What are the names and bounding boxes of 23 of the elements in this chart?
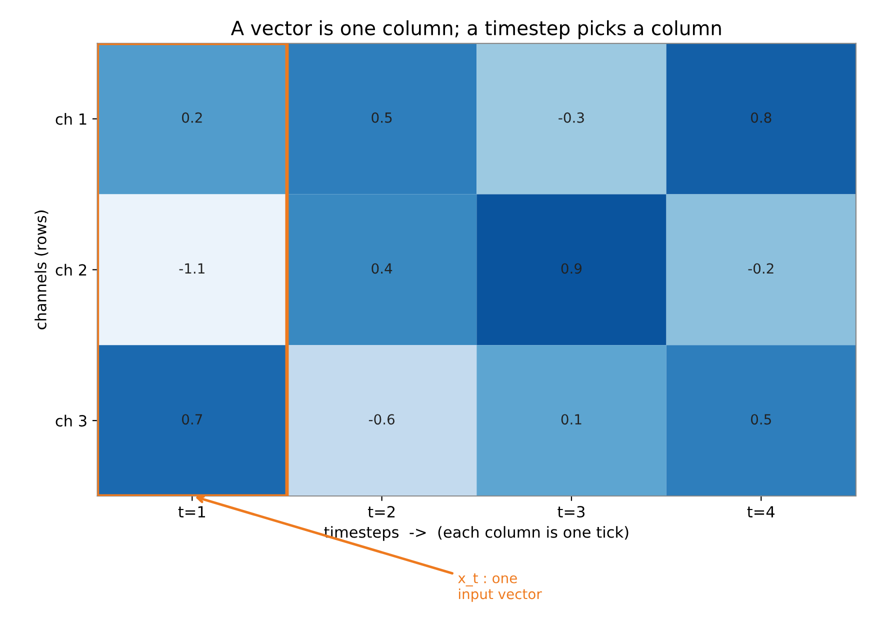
data-label: -0.3: [558, 112, 584, 123]
data-label: 0.8: [751, 112, 772, 123]
y-tick-label: ch 3: [56, 414, 86, 427]
x-axis-title: timesteps -> (each column is one tick): [324, 526, 628, 541]
data-label: 0.5: [372, 112, 392, 123]
data-label: 0.2: [182, 112, 202, 123]
y-tick-label: ch 2: [56, 264, 86, 276]
data-label: 0.5: [751, 414, 771, 425]
data-label: -0.2: [748, 263, 774, 274]
data-label: 0.1: [561, 414, 582, 425]
x-tick-label: t=4: [747, 506, 775, 518]
text: x_t : one input vector: [458, 573, 542, 602]
x-tick-label: t=2: [368, 506, 395, 518]
y-axis-title: channels (rows): [34, 210, 48, 330]
x-tick-label: t=1: [178, 506, 206, 518]
chart-title: A vector is one column; a timestep picks a column: [230, 20, 721, 40]
data-label: 0.4: [372, 263, 392, 274]
x-tick-label: t=3: [558, 506, 585, 518]
data-label: 0.9: [561, 263, 582, 274]
data-label: -1.1: [179, 263, 204, 274]
data-label: 0.7: [182, 414, 202, 425]
data-label: -0.6: [368, 414, 394, 425]
y-tick-label: ch 1: [56, 113, 86, 125]
